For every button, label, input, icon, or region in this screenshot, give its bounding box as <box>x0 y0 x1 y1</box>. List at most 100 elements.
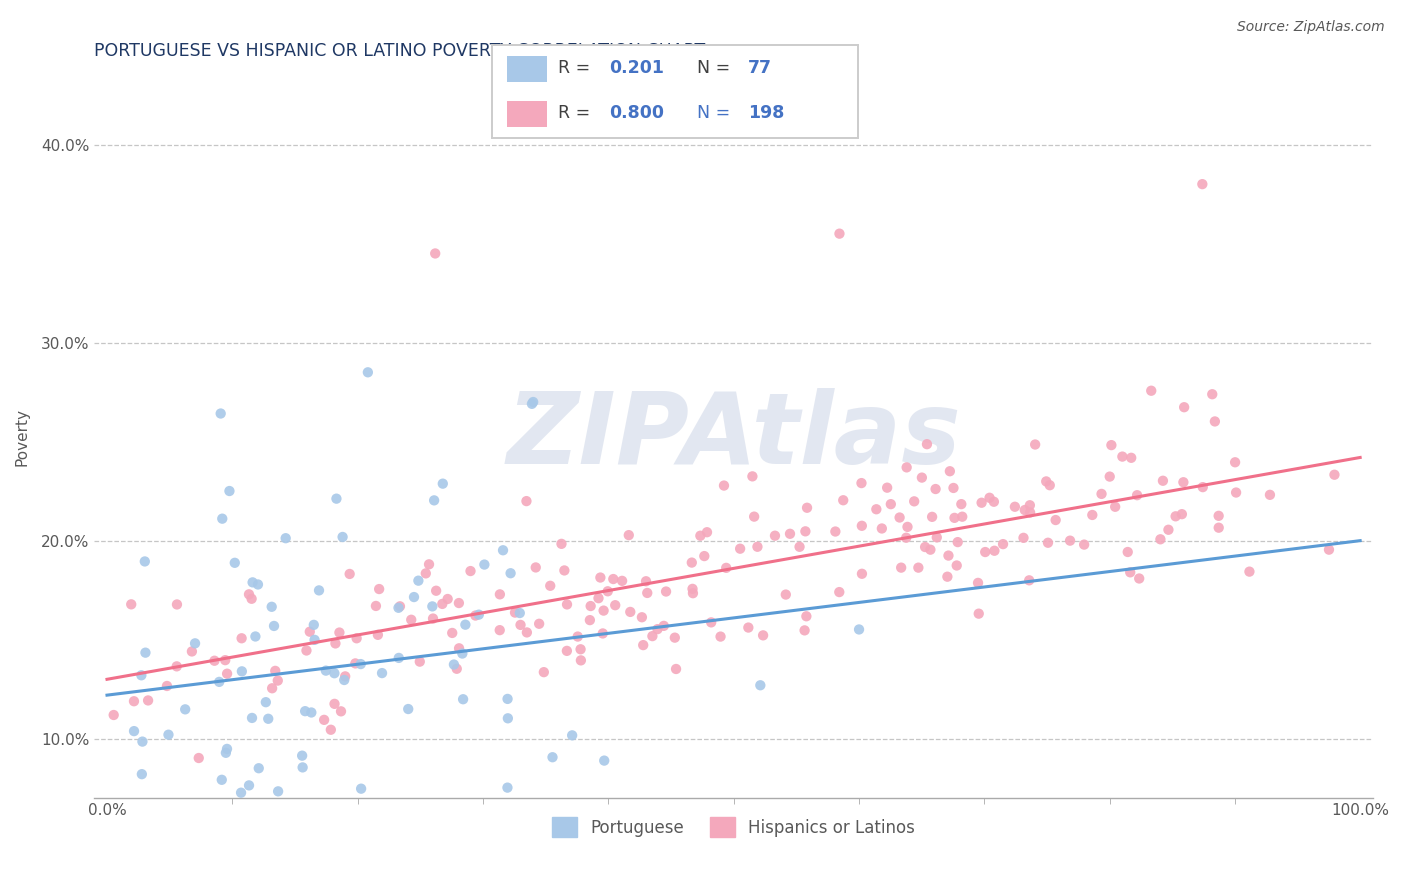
Point <box>1164 509 1187 524</box>
Point <box>848 623 870 637</box>
Point <box>245 630 267 644</box>
Point <box>1116 545 1139 559</box>
Point <box>425 246 447 260</box>
Point <box>254 695 277 709</box>
Point <box>294 704 316 718</box>
Point <box>939 464 962 478</box>
Point <box>569 653 592 667</box>
Point <box>553 564 575 578</box>
Point <box>1225 485 1247 500</box>
Point <box>1323 467 1346 482</box>
Point <box>1128 572 1150 586</box>
Point <box>1018 498 1040 512</box>
Point <box>451 647 474 661</box>
Point <box>1121 450 1143 465</box>
Point <box>231 665 253 679</box>
Point <box>655 584 678 599</box>
Point <box>215 746 238 760</box>
Point <box>488 623 510 637</box>
Point <box>979 491 1001 505</box>
Point <box>174 702 197 716</box>
Point <box>332 530 354 544</box>
Point <box>1014 503 1036 517</box>
Point <box>1173 401 1195 415</box>
Point <box>970 496 993 510</box>
Text: 0.800: 0.800 <box>609 104 664 122</box>
Point <box>346 632 368 646</box>
Point <box>914 540 936 554</box>
Point <box>180 644 202 658</box>
Point <box>763 529 786 543</box>
Point <box>432 476 454 491</box>
Point <box>314 713 336 727</box>
Point <box>298 624 321 639</box>
Point <box>527 616 550 631</box>
Point <box>796 609 818 624</box>
Point <box>567 630 589 644</box>
Point <box>156 679 179 693</box>
Point <box>299 706 322 720</box>
Point <box>136 693 159 707</box>
Point <box>634 574 657 589</box>
Point <box>246 577 269 591</box>
Point <box>264 664 287 678</box>
Point <box>741 469 763 483</box>
Point <box>319 723 342 737</box>
Point <box>187 751 209 765</box>
Point <box>779 526 801 541</box>
Point <box>936 570 959 584</box>
Point <box>350 657 373 671</box>
Point <box>907 560 929 574</box>
Point <box>794 524 817 539</box>
Point <box>619 605 641 619</box>
Point <box>1111 450 1133 464</box>
Point <box>388 599 411 614</box>
Text: 77: 77 <box>748 60 772 78</box>
Point <box>1157 523 1180 537</box>
Point <box>209 407 232 421</box>
Point <box>211 772 233 787</box>
Point <box>423 493 446 508</box>
Text: R =: R = <box>558 104 596 122</box>
Point <box>641 629 664 643</box>
Point <box>350 781 373 796</box>
Point <box>1090 487 1112 501</box>
Point <box>709 630 731 644</box>
FancyBboxPatch shape <box>506 56 547 82</box>
Point <box>308 583 330 598</box>
Point <box>569 642 592 657</box>
Point <box>775 588 797 602</box>
Point <box>120 598 142 612</box>
Point <box>967 607 990 621</box>
Point <box>561 728 583 742</box>
Point <box>579 613 602 627</box>
Point <box>267 673 290 688</box>
Point <box>443 657 465 672</box>
Point <box>1081 508 1104 522</box>
Point <box>693 549 716 563</box>
Point <box>682 582 704 596</box>
Point <box>496 780 519 795</box>
Point <box>263 619 285 633</box>
Point <box>436 592 458 607</box>
Point <box>1045 513 1067 527</box>
Point <box>474 558 496 572</box>
Point <box>602 572 624 586</box>
Point <box>945 558 967 573</box>
Point <box>432 597 454 611</box>
Point <box>652 619 675 633</box>
FancyBboxPatch shape <box>506 101 547 127</box>
Point <box>214 653 236 667</box>
Point <box>647 622 669 636</box>
Point <box>752 628 775 642</box>
Point <box>325 636 347 650</box>
Point <box>596 584 619 599</box>
Point <box>335 669 357 683</box>
Point <box>446 662 468 676</box>
Point <box>555 598 578 612</box>
Point <box>489 587 512 601</box>
Point <box>1099 438 1122 452</box>
Point <box>946 535 969 549</box>
Text: ZIPAtlas: ZIPAtlas <box>506 388 960 485</box>
Point <box>131 668 153 682</box>
